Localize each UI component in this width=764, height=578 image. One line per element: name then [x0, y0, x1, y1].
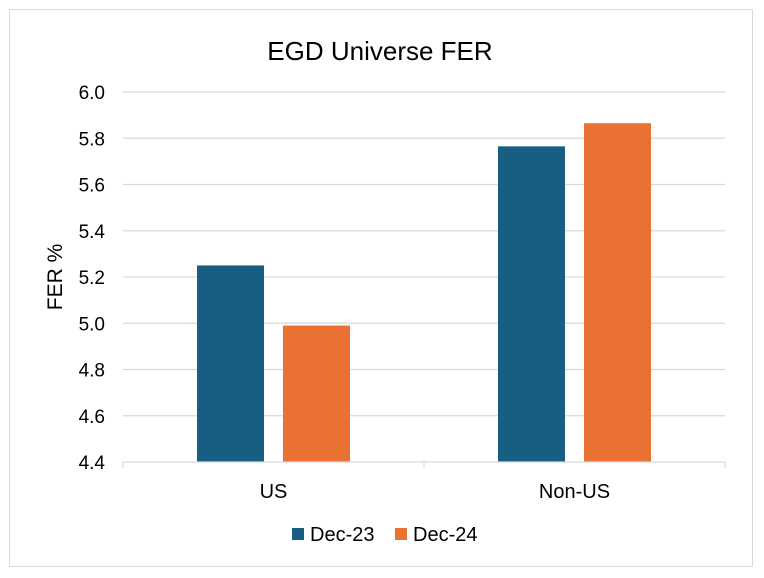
x-tick-label: Non-US — [539, 481, 610, 503]
y-tick-label: 4.6 — [79, 407, 105, 428]
y-axis-label: FER % — [44, 244, 67, 311]
bar-dec-24-non-us — [584, 123, 651, 462]
y-tick-label: 5.4 — [79, 222, 106, 243]
y-tick-label: 6.0 — [79, 83, 105, 104]
legend-label: Dec-24 — [413, 524, 477, 546]
legend-label: Dec-23 — [310, 524, 374, 546]
chart-title: EGD Universe FER — [267, 36, 492, 66]
y-tick-label: 5.8 — [79, 129, 105, 150]
x-axis — [122, 461, 726, 468]
y-tick-label: 5.6 — [79, 176, 105, 197]
y-axis-ticks: 4.4 4.6 4.8 5.0 5.2 5.4 5.6 5.8 6.0 — [79, 83, 106, 474]
bars — [197, 123, 651, 462]
x-tick-label: US — [260, 481, 288, 503]
legend-swatch — [292, 528, 304, 540]
y-tick-label: 5.0 — [79, 314, 105, 335]
x-axis-ticks: US Non-US — [260, 481, 610, 503]
y-tick-label: 5.2 — [79, 268, 105, 289]
legend-swatch — [395, 528, 407, 540]
y-tick-label: 4.8 — [79, 361, 105, 382]
y-tick-label: 4.4 — [79, 453, 106, 474]
bar-dec-24-us — [283, 325, 350, 462]
legend: Dec-23 Dec-24 — [292, 524, 477, 546]
bar-dec-23-non-us — [498, 146, 565, 462]
bar-dec-23-us — [197, 265, 264, 462]
